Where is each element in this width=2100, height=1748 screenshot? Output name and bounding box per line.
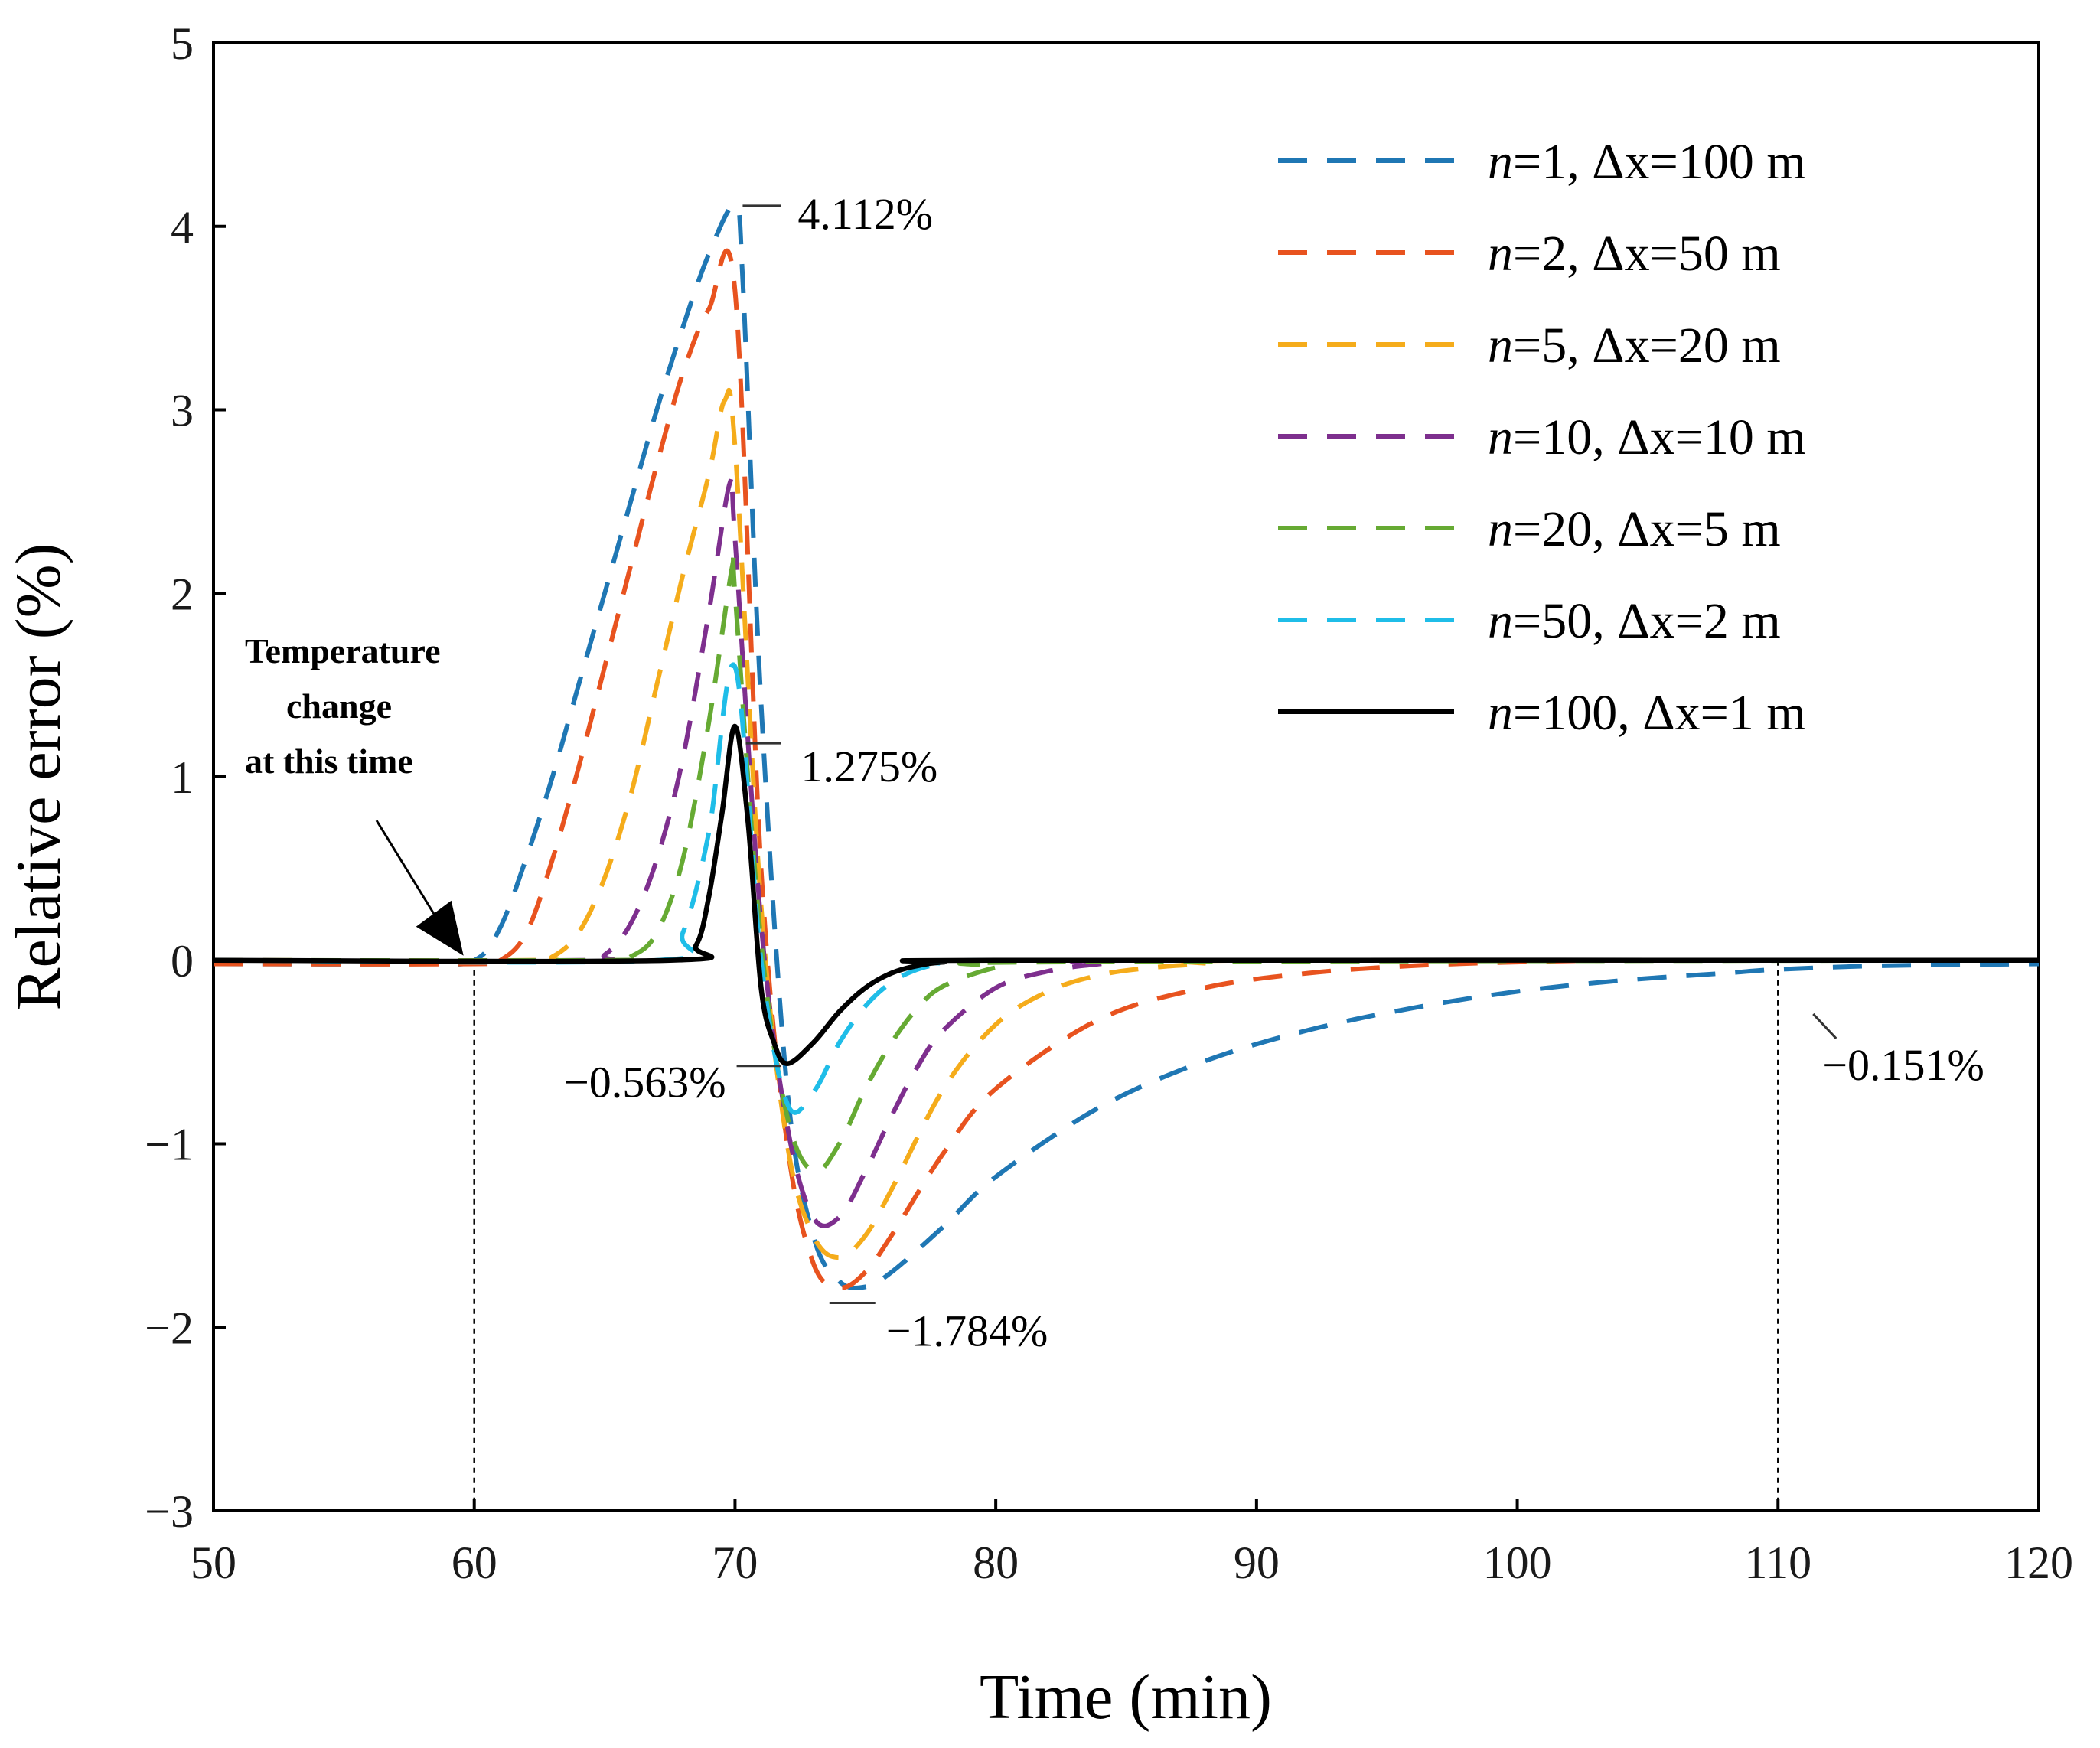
y-tick-label: 3	[171, 386, 194, 436]
x-tick-label: 70	[712, 1538, 758, 1588]
y-tick-label: 2	[171, 569, 194, 619]
x-tick-label: 120	[2004, 1538, 2073, 1588]
y-tick-label: 1	[171, 752, 194, 803]
x-tick-label: 100	[1483, 1538, 1552, 1588]
y-axis-title: Relative error (%)	[3, 543, 74, 1010]
legend-label: n=100, Δx=1 m	[1488, 685, 1806, 741]
x-tick-label: 110	[1744, 1538, 1811, 1588]
time-note: Temperature change at this time	[245, 631, 464, 956]
reference-lines	[473, 960, 1779, 1511]
note-arrow-line	[375, 820, 445, 931]
legend-label: n=5, Δx=20 m	[1488, 318, 1781, 373]
legend-label: n=1, Δx=100 m	[1488, 134, 1806, 190]
series-group	[213, 203, 2040, 1291]
y-tick-label: −3	[145, 1486, 194, 1537]
series-line-2	[213, 248, 2039, 1290]
y-tick-label: −2	[145, 1303, 194, 1353]
y-tick-label: 0	[171, 936, 194, 987]
x-tick-label: 80	[973, 1538, 1019, 1588]
x-tick-label: 50	[191, 1538, 236, 1588]
legend-label: n=2, Δx=50 m	[1488, 226, 1781, 282]
y-tick-label: −1	[145, 1120, 194, 1170]
annotation-label: −1.784%	[886, 1306, 1048, 1355]
annotation-label: −0.151%	[1822, 1040, 1984, 1090]
series-line-6	[213, 662, 2040, 1115]
x-tick-label: 90	[1234, 1538, 1280, 1588]
y-tick-label: 4	[171, 202, 194, 253]
x-axis-title: Time (min)	[980, 1662, 1272, 1733]
annotation-label: 4.112%	[797, 189, 933, 239]
series-line-7	[213, 723, 2040, 1066]
annotation-label: −0.563%	[564, 1058, 726, 1107]
note-arrow-head	[416, 900, 464, 956]
x-axis-ticks: 50 60 70 80 90 100 110 120	[191, 1499, 2073, 1588]
legend-label: n=20, Δx=5 m	[1488, 501, 1781, 557]
note-text-line: Temperature	[245, 631, 441, 670]
legend-label: n=50, Δx=2 m	[1488, 593, 1781, 649]
y-tick-label: 5	[171, 18, 194, 69]
x-tick-label: 60	[452, 1538, 497, 1588]
annotation-leader	[1812, 1013, 1838, 1039]
note-text-line: at this time	[245, 742, 413, 781]
y-axis-ticks: 5 4 3 2 1 0 −1 −2 −3	[145, 18, 226, 1537]
annotation-label: 1.275%	[801, 742, 938, 791]
legend: n=1, Δx=100 m n=2, Δx=50 m n=5, Δx=20 m n=1…	[1278, 134, 1806, 741]
series-line-1	[213, 203, 2040, 1291]
note-text-line: change	[286, 686, 392, 726]
legend-label: n=10, Δx=10 m	[1488, 409, 1806, 465]
annotations: 4.112% 1.275% −0.563% −1.784% −0.151%	[564, 189, 1984, 1356]
series-line-4	[213, 473, 2040, 1228]
